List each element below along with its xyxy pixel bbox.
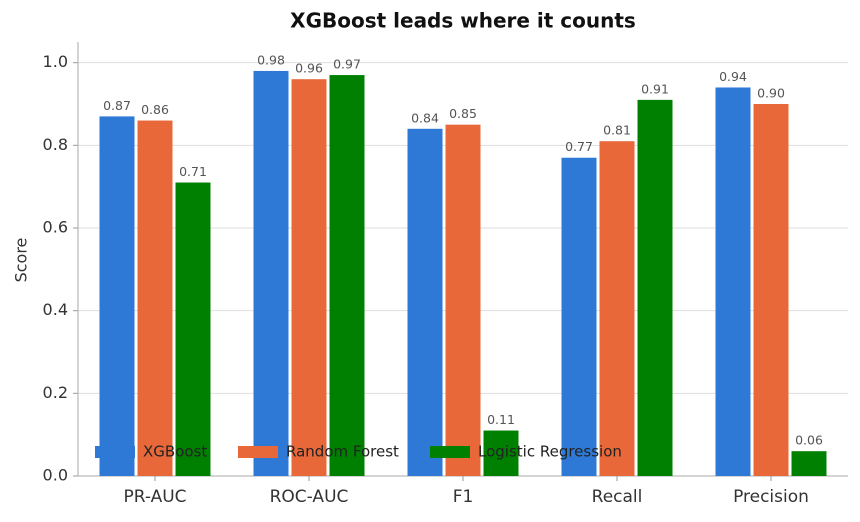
x-tick-label: Recall	[592, 487, 643, 507]
value-label: 0.96	[295, 61, 323, 76]
legend-label: Random Forest	[286, 443, 399, 461]
value-label: 0.86	[141, 102, 169, 117]
legend-swatch	[430, 446, 470, 458]
bar	[561, 157, 597, 476]
bar	[137, 120, 173, 477]
value-label: 0.94	[719, 69, 747, 84]
y-tick-label: 0.2	[43, 383, 68, 402]
value-label: 0.85	[449, 106, 477, 121]
legend-label: Logistic Regression	[478, 443, 622, 461]
value-label: 0.71	[179, 164, 207, 179]
value-label: 0.87	[103, 98, 131, 113]
legend-swatch	[95, 446, 135, 458]
y-tick-label: 0.0	[43, 466, 68, 485]
bar	[483, 430, 519, 476]
value-label: 0.90	[757, 86, 785, 101]
legend-label: XGBoost	[143, 443, 207, 461]
x-tick-label: F1	[453, 487, 474, 507]
value-label: 0.11	[487, 412, 515, 427]
bar	[253, 70, 289, 476]
value-label: 0.81	[603, 123, 631, 138]
x-tick-label: Precision	[733, 487, 809, 507]
y-axis-label: Score	[12, 238, 31, 283]
bar	[753, 104, 789, 476]
bar	[791, 451, 827, 476]
bar	[637, 99, 673, 476]
value-label: 0.84	[411, 110, 439, 125]
bar	[715, 87, 751, 476]
y-tick-label: 0.8	[43, 135, 68, 154]
value-label: 0.06	[795, 433, 823, 448]
bar	[445, 124, 481, 477]
value-label: 0.91	[641, 81, 669, 96]
value-label: 0.77	[565, 139, 593, 154]
bar	[99, 116, 135, 477]
bar	[599, 141, 635, 476]
bar	[407, 128, 443, 477]
bar	[329, 75, 365, 477]
y-tick-label: 0.6	[43, 218, 68, 237]
value-label: 0.98	[257, 52, 285, 67]
bar	[175, 182, 211, 477]
y-tick-label: 0.4	[43, 300, 68, 319]
bar	[291, 79, 327, 476]
legend-swatch	[238, 446, 278, 458]
value-label: 0.97	[333, 57, 361, 72]
x-tick-label: ROC-AUC	[270, 487, 349, 507]
x-tick-label: PR-AUC	[123, 487, 186, 507]
chart-title: XGBoost leads where it counts	[290, 9, 636, 33]
y-tick-label: 1.0	[43, 52, 68, 71]
